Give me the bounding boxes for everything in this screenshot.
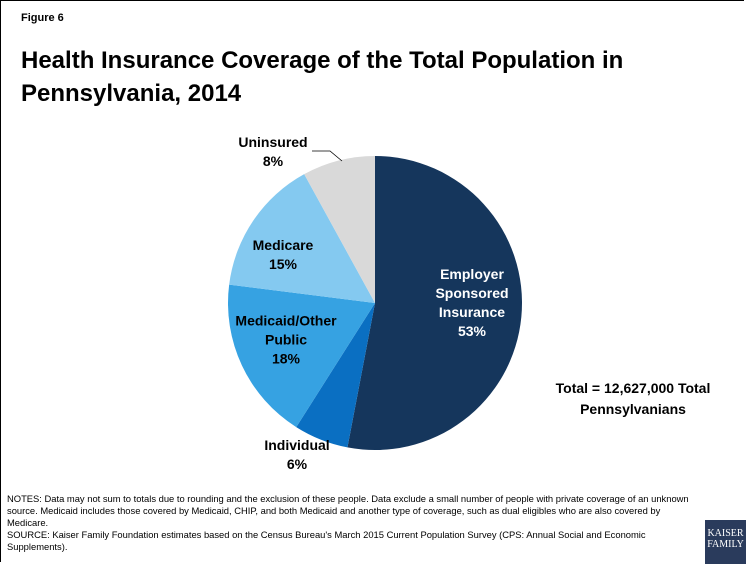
value-label: 8% <box>262 153 284 169</box>
chart-title: Health Insurance Coverage of the Total P… <box>21 47 624 107</box>
slice-label: Medicare 15% <box>238 236 328 274</box>
pie-slice <box>229 174 375 303</box>
pie-slice <box>227 284 375 428</box>
logo: KAISER FAMILY <box>705 520 746 564</box>
value-label: 15% <box>268 256 298 272</box>
source-text: SOURCE: Kaiser Family Foundation estimat… <box>7 529 646 552</box>
total-annotation: Total = 12,627,000 Total Pennsylvanians <box>555 380 711 417</box>
category-label: Employer Sponsored Insurance <box>435 266 509 320</box>
value-label: 6% <box>286 456 308 472</box>
slice-label: Individual 6% <box>247 436 347 474</box>
notes: NOTES: Data may not sum to totals due to… <box>7 493 697 553</box>
value-label: 53% <box>457 323 487 339</box>
slice-label: Medicaid/Other Public 18% <box>231 312 341 369</box>
slice-label: Uninsured 8% <box>228 133 318 171</box>
pie-slice <box>347 156 522 450</box>
leader-line <box>312 150 343 162</box>
category-label: Uninsured <box>238 134 308 150</box>
pie-slice <box>296 303 375 448</box>
value-label: 18% <box>271 350 301 367</box>
notes-text: NOTES: Data may not sum to totals due to… <box>7 493 689 528</box>
pie-slice <box>304 156 375 303</box>
category-label: Medicare <box>252 237 314 253</box>
category-label: Medicaid/Other Public <box>235 312 337 348</box>
category-label: Individual <box>264 437 330 453</box>
slice-label: Employer Sponsored Insurance 53% <box>422 265 522 341</box>
figure-label: Figure 6 <box>21 12 64 24</box>
